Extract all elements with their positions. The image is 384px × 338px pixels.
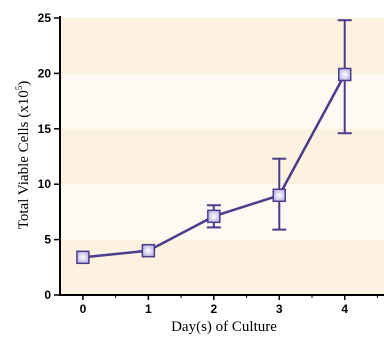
y-tick-label: 5 [44, 233, 51, 247]
series-group [76, 19, 352, 265]
background-band [60, 73, 384, 129]
background-band [60, 239, 384, 295]
data-point-marker [272, 188, 287, 203]
x-axis-title: Day(s) of Culture [171, 319, 277, 335]
y-axis-ticks: 0 5 10 15 20 25 [38, 11, 60, 302]
y-tick-label: 0 [44, 288, 51, 302]
axes [59, 16, 384, 296]
y-tick-label: 15 [38, 122, 52, 136]
y-tick-label: 10 [38, 177, 52, 191]
background-bands [60, 18, 384, 295]
y-tick-label: 25 [38, 11, 52, 25]
x-tick-label: 3 [276, 302, 283, 316]
x-tick-label: 1 [145, 302, 152, 316]
background-band [60, 18, 384, 74]
data-point-marker [337, 67, 352, 82]
background-band [60, 128, 384, 185]
y-axis-title: Total Viable Cells (x105) [14, 81, 32, 230]
x-axis-ticks: 0 1 2 3 4 [80, 295, 378, 316]
y-tick-label: 20 [38, 66, 52, 80]
y-axis-title-sup: 5 [14, 85, 24, 90]
data-point-marker [76, 250, 90, 265]
y-axis-title-main: Total Viable Cells (x10 [16, 90, 32, 229]
background-band [60, 184, 384, 240]
data-point-marker [141, 243, 156, 258]
y-axis-title-close: ) [16, 81, 32, 86]
x-tick-label: 4 [341, 302, 348, 316]
x-tick-label: 2 [210, 302, 217, 316]
x-tick-label: 0 [80, 302, 87, 316]
data-point-marker [207, 209, 221, 224]
